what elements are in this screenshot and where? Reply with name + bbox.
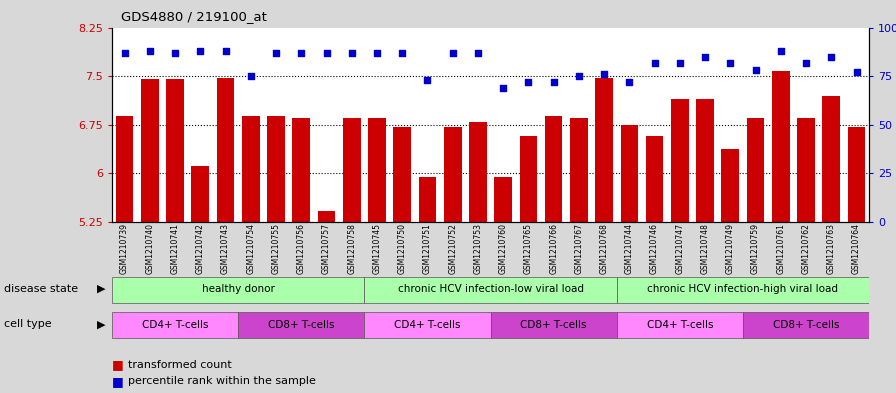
Point <box>294 50 308 56</box>
Text: ▶: ▶ <box>98 319 106 329</box>
Bar <box>570 118 588 222</box>
Point <box>521 79 536 85</box>
Bar <box>545 116 563 222</box>
Text: CD4+ T-cells: CD4+ T-cells <box>647 320 713 330</box>
Bar <box>393 127 411 222</box>
Point <box>117 50 132 56</box>
Text: transformed count: transformed count <box>128 360 232 370</box>
Point <box>622 79 636 85</box>
Text: ▶: ▶ <box>98 284 106 294</box>
Bar <box>292 118 310 222</box>
Bar <box>267 116 285 222</box>
Point <box>219 48 233 54</box>
Bar <box>365 277 616 303</box>
Bar <box>167 79 184 222</box>
Point <box>547 79 561 85</box>
Point <box>748 67 762 73</box>
Point <box>698 53 712 60</box>
Bar <box>595 78 613 222</box>
Bar <box>772 71 789 222</box>
Bar <box>671 99 689 222</box>
Bar <box>368 118 386 222</box>
Point <box>597 71 611 77</box>
Bar <box>696 99 714 222</box>
Bar <box>365 312 491 338</box>
Bar <box>141 79 159 222</box>
Bar <box>823 95 840 222</box>
Bar <box>217 78 235 222</box>
Point <box>723 59 737 66</box>
Point <box>345 50 359 56</box>
Point <box>168 50 182 56</box>
Text: chronic HCV infection-high viral load: chronic HCV infection-high viral load <box>648 284 839 294</box>
Text: percentile rank within the sample: percentile rank within the sample <box>128 376 316 386</box>
Text: CD4+ T-cells: CD4+ T-cells <box>142 320 209 330</box>
Point <box>319 50 333 56</box>
Text: CD8+ T-cells: CD8+ T-cells <box>268 320 334 330</box>
Point <box>799 59 814 66</box>
Point <box>470 50 485 56</box>
Bar <box>848 127 866 222</box>
Bar <box>112 312 238 338</box>
Point <box>824 53 839 60</box>
Bar <box>621 125 638 222</box>
Text: healthy donor: healthy donor <box>202 284 275 294</box>
Point <box>496 84 511 91</box>
Bar <box>495 177 512 222</box>
Bar <box>242 116 260 222</box>
Text: GDS4880 / 219100_at: GDS4880 / 219100_at <box>121 10 267 23</box>
Bar <box>192 165 209 222</box>
Text: chronic HCV infection-low viral load: chronic HCV infection-low viral load <box>398 284 583 294</box>
Text: disease state: disease state <box>4 284 79 294</box>
Bar <box>444 127 461 222</box>
Point <box>420 77 435 83</box>
Bar <box>470 121 487 222</box>
Bar <box>743 312 869 338</box>
Point <box>849 69 864 75</box>
Point <box>572 73 586 79</box>
Bar <box>797 118 814 222</box>
Bar <box>746 118 764 222</box>
Bar <box>318 211 335 222</box>
Text: CD4+ T-cells: CD4+ T-cells <box>394 320 461 330</box>
Point <box>269 50 283 56</box>
Text: CD8+ T-cells: CD8+ T-cells <box>521 320 587 330</box>
Text: ■: ■ <box>112 358 128 371</box>
Point <box>773 48 788 54</box>
Point <box>194 48 208 54</box>
Bar <box>646 136 663 222</box>
Bar <box>112 277 365 303</box>
Point <box>673 59 687 66</box>
Bar <box>520 136 538 222</box>
Point <box>445 50 460 56</box>
Point <box>370 50 384 56</box>
Bar <box>491 312 616 338</box>
Point <box>142 48 157 54</box>
Point <box>244 73 258 79</box>
Text: cell type: cell type <box>4 319 52 329</box>
Text: CD8+ T-cells: CD8+ T-cells <box>772 320 840 330</box>
Bar <box>238 312 365 338</box>
Bar <box>343 118 360 222</box>
Bar <box>616 312 743 338</box>
Point <box>648 59 662 66</box>
Bar <box>616 277 869 303</box>
Bar <box>721 149 739 222</box>
Bar <box>418 177 436 222</box>
Text: ■: ■ <box>112 375 128 388</box>
Bar <box>116 116 134 222</box>
Point <box>395 50 409 56</box>
